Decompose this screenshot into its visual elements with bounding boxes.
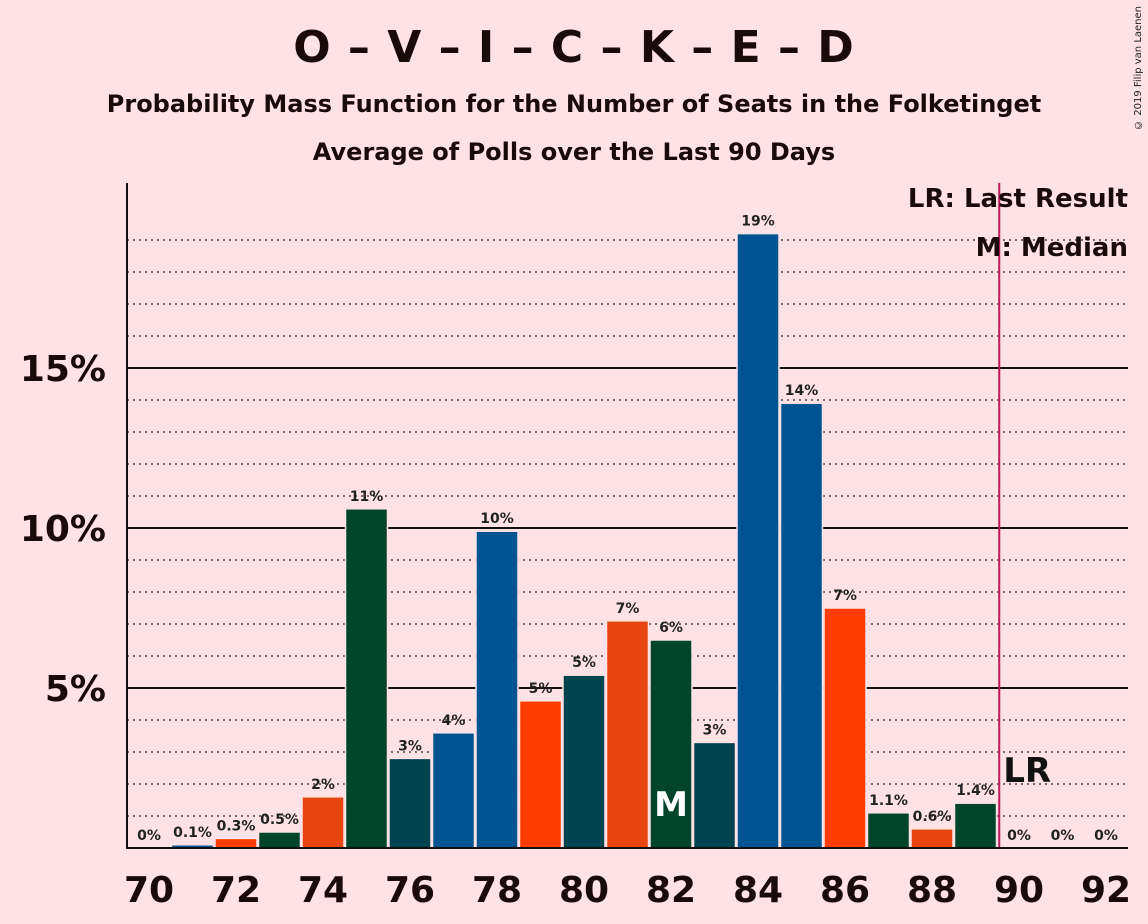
x-tick-label: 92 <box>1081 870 1131 911</box>
x-tick-label: 88 <box>907 870 957 911</box>
bar <box>953 802 998 849</box>
bar <box>779 402 824 849</box>
x-tick-label: 74 <box>298 870 348 911</box>
x-tick-label: 70 <box>124 870 174 911</box>
x-tick-label: 76 <box>385 870 435 911</box>
data-label: 0.6% <box>913 809 952 825</box>
legend-median: M: Median <box>975 233 1128 263</box>
x-tick-label: 90 <box>994 870 1044 911</box>
data-label: 5% <box>572 655 596 671</box>
bar <box>692 741 737 849</box>
last-result-marker: LR <box>1003 751 1051 791</box>
y-tick-label: 5% <box>45 669 106 710</box>
x-tick-label: 78 <box>472 870 522 911</box>
y-tick-label: 10% <box>20 509 106 550</box>
bar <box>344 508 389 849</box>
bar <box>866 812 911 849</box>
data-label: 7% <box>833 588 857 604</box>
bar <box>518 700 563 849</box>
x-tick-label: 86 <box>820 870 870 911</box>
chart-subtitle: Probability Mass Function for the Number… <box>106 90 1042 118</box>
data-label: 1.1% <box>869 793 908 809</box>
x-tick-label: 82 <box>646 870 696 911</box>
data-label: 0.5% <box>260 812 299 828</box>
x-tick-label: 72 <box>211 870 261 911</box>
bar <box>562 674 606 849</box>
bar <box>823 607 867 849</box>
data-label: 0.1% <box>173 825 212 841</box>
data-label: 7% <box>616 601 640 617</box>
bar <box>214 837 258 849</box>
data-label: 4% <box>442 713 466 729</box>
data-label: 0% <box>1007 828 1031 844</box>
data-label: 14% <box>785 383 819 399</box>
data-label: 19% <box>741 214 775 230</box>
bar <box>475 530 519 849</box>
data-label: 5% <box>529 681 553 697</box>
bar <box>257 831 302 849</box>
median-marker: M <box>654 785 688 825</box>
data-label: 6% <box>659 620 683 636</box>
bar <box>301 796 345 849</box>
data-label: 0.3% <box>217 818 256 834</box>
data-label: 10% <box>480 511 514 527</box>
data-label: 0% <box>137 828 161 844</box>
chart-subtitle-2: Average of Polls over the Last 90 Days <box>312 138 836 166</box>
data-label: 0% <box>1051 828 1075 844</box>
chart-title: O – V – I – C – K – E – D <box>293 22 855 73</box>
y-tick-label: 15% <box>20 349 106 390</box>
x-tick-label: 84 <box>733 870 783 911</box>
data-label: 11% <box>350 489 384 505</box>
legend-last-result: LR: Last Result <box>907 184 1128 214</box>
bar <box>910 828 954 849</box>
data-label: 0% <box>1094 828 1118 844</box>
data-label: 3% <box>703 722 727 738</box>
bar <box>649 639 693 849</box>
data-label: 3% <box>398 738 422 754</box>
bar <box>431 732 476 849</box>
data-label: 2% <box>311 777 335 793</box>
data-label: 1.4% <box>956 783 995 799</box>
bar <box>736 232 780 849</box>
x-tick-label: 80 <box>559 870 609 911</box>
bar <box>388 757 432 849</box>
bar <box>605 620 650 849</box>
